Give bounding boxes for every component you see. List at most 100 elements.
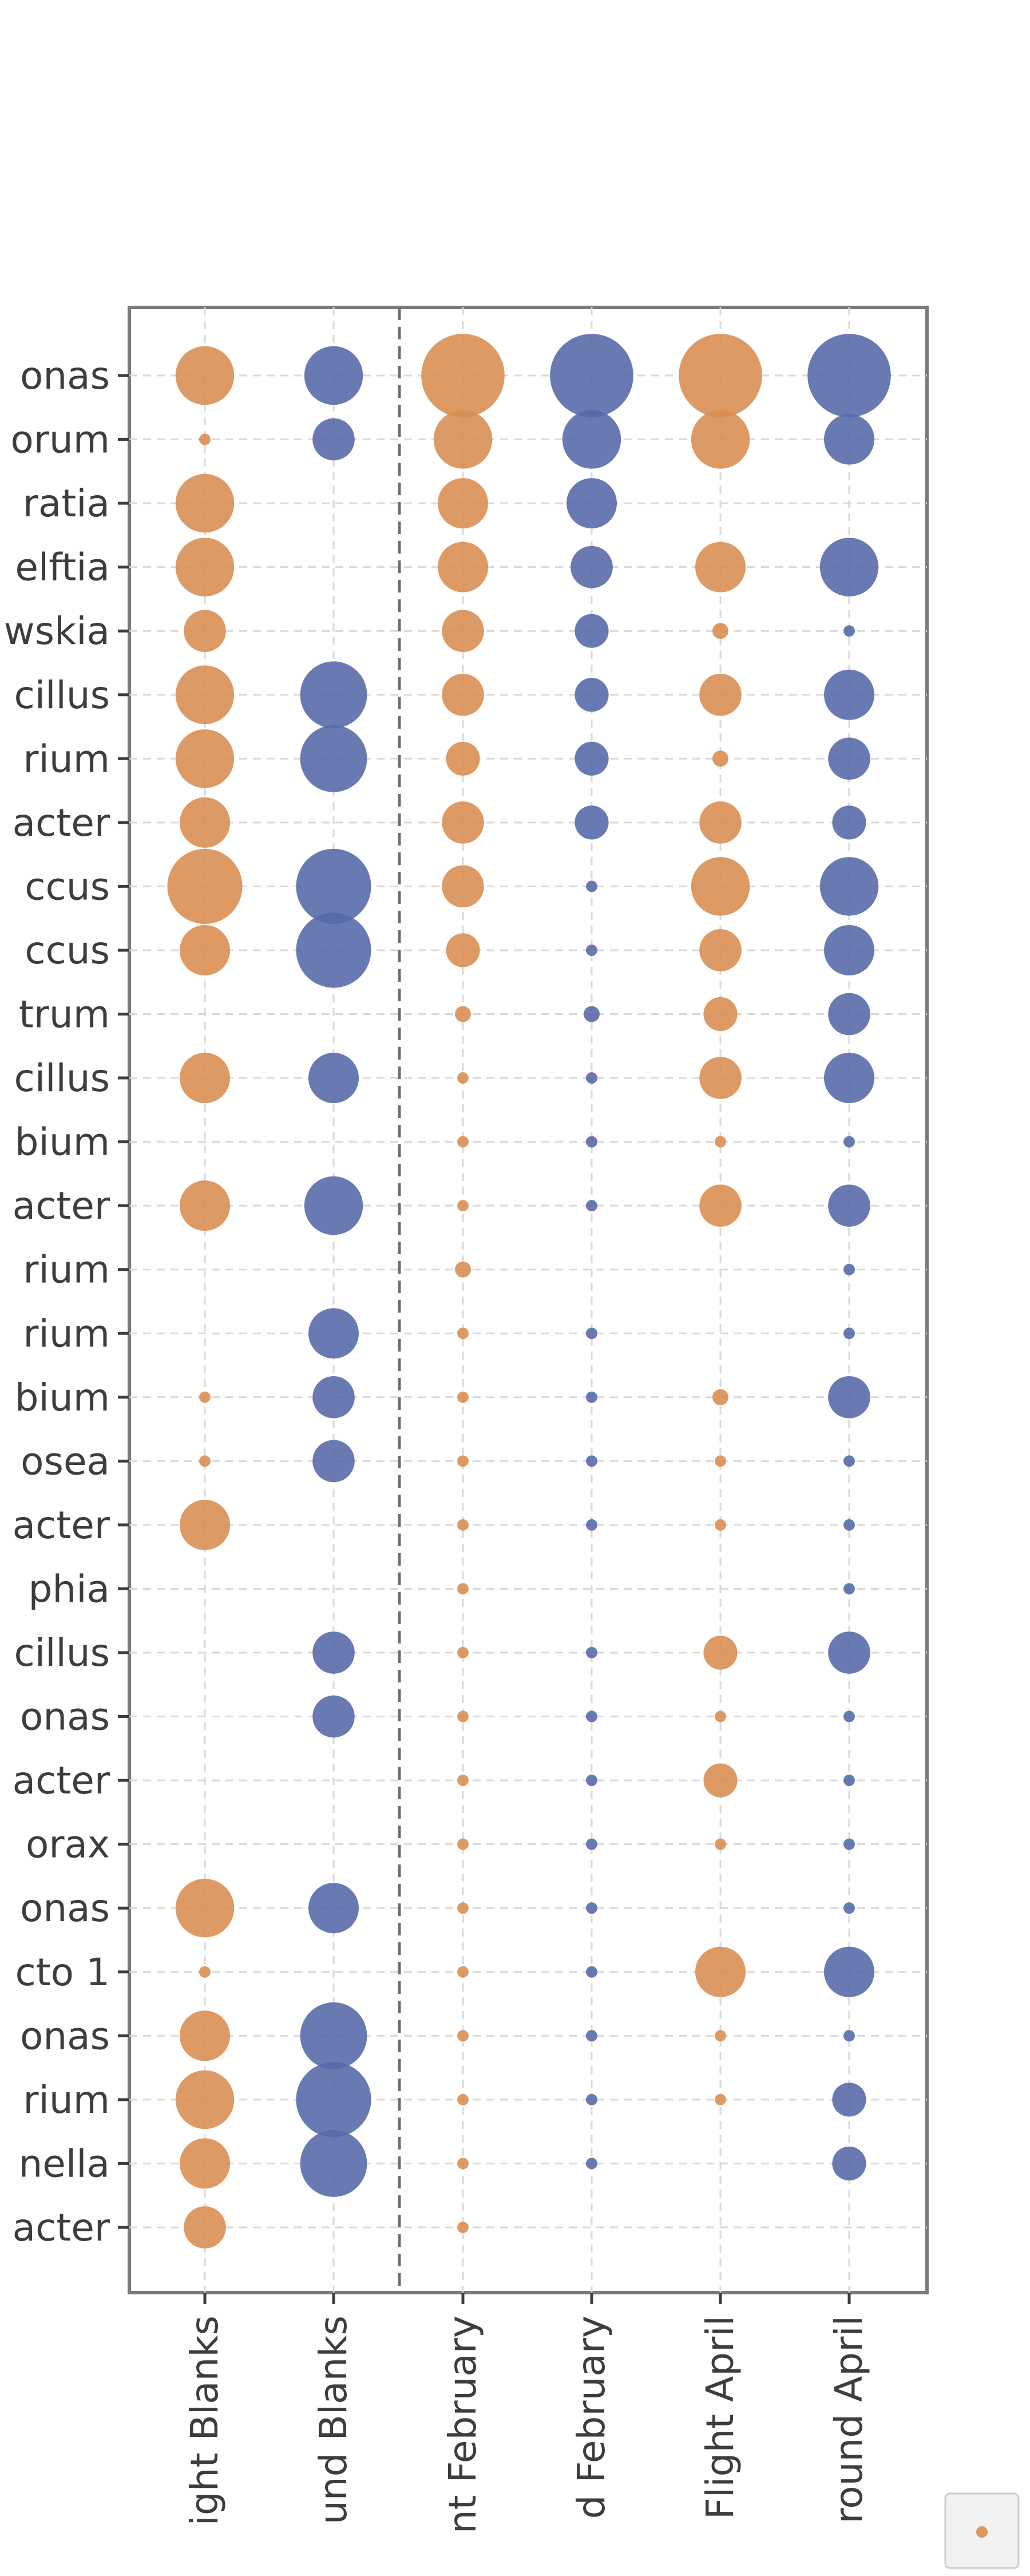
y-tick-label: rium [23,1248,110,1292]
bubble-point [575,805,609,840]
bubble-point [843,1455,855,1467]
bubble-point [586,1775,597,1787]
y-tick-label: elftia [15,546,110,590]
y-tick-label: cillus [14,1056,110,1100]
bubble-point [184,610,226,652]
y-tick-label: osea [21,1439,110,1483]
bubble-point [562,410,621,469]
bubble-point [828,1184,870,1227]
bubble-point [457,2093,469,2105]
bubble-point [180,2010,230,2061]
bubble-point [843,1327,855,1340]
bubble-point [180,2138,230,2189]
bubble-point [843,1263,855,1275]
y-tick-label: wskia [4,609,110,653]
bubble-point [586,880,597,892]
y-tick-label: trum [19,993,110,1037]
x-tick-label: round April [827,2316,871,2523]
bubble-point [457,1136,469,1148]
bubble-point [312,1631,355,1674]
bubble-point [184,2206,226,2249]
bubble-point [457,1966,469,1978]
bubble-point [442,673,484,716]
bubble-point [167,848,243,924]
bubble-point [699,929,742,971]
bubble-point [457,2158,469,2170]
bubble-point [566,478,617,529]
bubble-point [442,610,484,652]
bubble-point [843,625,855,637]
bubble-point [457,1391,469,1403]
bubble-point [679,334,762,417]
bubble-point [433,410,493,469]
bubble-point [575,614,609,648]
bubble-point [843,1519,855,1531]
y-tick-label: rium [23,2078,110,2122]
bubble-point [699,801,742,844]
bubble-point [691,857,750,916]
y-tick-label: bium [15,1120,110,1164]
bubble-point [586,1136,597,1148]
bubble-point [712,623,728,639]
x-tick-label: nt February [441,2316,485,2534]
bubble-point [586,944,597,956]
bubble-point [300,725,367,792]
y-tick-label: cto 1 [15,1950,110,1994]
y-tick-label: onas [20,2014,110,2058]
bubble-point [715,1455,726,1467]
bubble-point [695,542,746,592]
bubble-point [832,2146,866,2180]
bubble-point [442,801,484,844]
bubble-point [828,993,870,1036]
bubble-point [457,2221,469,2233]
bubble-point [575,741,609,776]
bubble-point [819,857,879,916]
bubble-point [824,1053,874,1104]
bubble-point [807,334,891,417]
bubble-point [199,1455,211,1467]
bubble-point [457,2030,469,2042]
bubble-point [828,1631,870,1674]
bubble-point [586,1200,597,1212]
bubble-point [455,1006,471,1022]
bubble-point [300,2002,367,2069]
bubble-point [457,1327,469,1340]
bubble-point [699,1184,742,1227]
bubble-point [715,1519,726,1531]
y-tick-label: acter [13,2206,110,2250]
y-tick-label: acter [13,801,110,845]
y-tick-label: ccus [25,929,110,973]
bubble-point [843,1710,855,1722]
x-tick-label: Flight April [698,2316,742,2519]
bubble-point [457,1583,469,1595]
bubble-point [703,1635,738,1670]
y-tick-label: acter [13,1503,110,1547]
bubble-point [175,2070,235,2129]
bubble-point [175,1879,235,1938]
bubble-point [571,546,613,588]
bubble-point [312,1376,355,1419]
bubble-point [712,1389,728,1405]
bubble-point [695,1946,746,1997]
y-tick-label: orax [26,1823,110,1867]
bubble-point [703,997,738,1032]
bubble-point [575,678,609,712]
bubble-point [438,478,488,529]
bubble-point [691,410,750,469]
y-tick-label: nella [18,2142,110,2186]
y-tick-label: phia [28,1567,110,1611]
bubble-point [300,661,367,729]
bubble-point [175,473,235,533]
y-tick-label: acter [13,1184,110,1228]
bubble-point [843,1136,855,1148]
bubble-point [446,933,480,967]
y-tick-label: onas [20,1886,110,1930]
bubble-point [584,1006,600,1022]
bubble-point [175,729,235,788]
y-tick-label: acter [13,1759,110,1803]
bubble-point [312,1695,355,1738]
bubble-point [586,1710,597,1722]
bubble-point [457,1200,469,1212]
x-tick-label: d February [569,2316,613,2519]
bubble-point [824,1946,874,1997]
